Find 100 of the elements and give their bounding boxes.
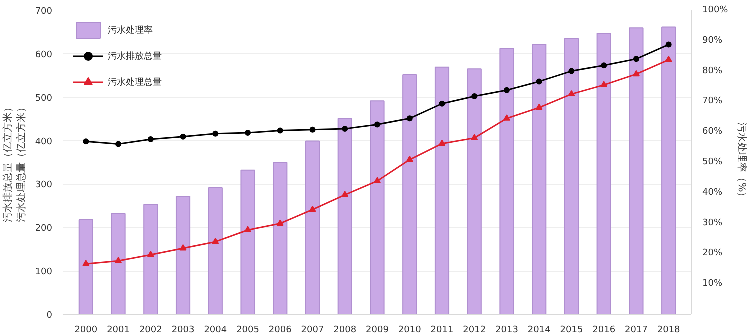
bar — [434, 66, 450, 314]
bar — [338, 118, 352, 314]
bar — [662, 26, 676, 314]
point — [666, 42, 672, 48]
point — [147, 251, 154, 258]
point — [504, 87, 510, 94]
y-tick-label: 500 — [35, 94, 53, 104]
y-tick-label: 100 — [35, 268, 53, 278]
legend-label: 污水处理率 — [108, 24, 153, 36]
bar — [305, 140, 320, 314]
point — [148, 136, 154, 142]
x-tick-label: 2010 — [398, 326, 422, 335]
bar — [208, 188, 223, 314]
point — [244, 226, 252, 232]
y-tick-label: 200 — [35, 224, 53, 234]
legend-label: 污水排放总量 — [108, 50, 162, 62]
point — [277, 128, 284, 134]
point — [503, 114, 510, 121]
bar — [78, 219, 94, 314]
point — [438, 140, 446, 146]
bar — [564, 38, 580, 314]
point — [406, 156, 414, 162]
y2-axis-title: 污水处理率（%） — [736, 122, 748, 202]
x-tick-label: 2009 — [366, 326, 390, 335]
point — [82, 260, 90, 266]
x-tick-label: 2000 — [74, 326, 98, 335]
point — [309, 206, 316, 212]
x-tick-label: 2004 — [204, 326, 228, 335]
point — [245, 130, 252, 136]
point — [310, 126, 316, 133]
x-tick-label: 2008 — [334, 326, 357, 335]
x-tick-label: 2013 — [496, 326, 518, 335]
legend-label: 污水处理总量 — [108, 76, 162, 88]
x-tick-label: 2014 — [528, 326, 552, 335]
x-tick-label: 2015 — [560, 326, 584, 335]
y-tick-label: 700 — [35, 7, 53, 17]
x-tick-label: 2005 — [236, 326, 260, 335]
point — [536, 78, 542, 85]
bar — [370, 100, 385, 314]
point — [439, 100, 446, 107]
y2-tick-label: 100% — [702, 6, 729, 16]
bar — [596, 33, 612, 314]
point — [471, 134, 478, 140]
y2-tick-label: 40% — [702, 188, 723, 198]
point — [601, 62, 608, 69]
y-tick-label: 0 — [46, 311, 53, 321]
y2-tick-label: 80% — [702, 66, 723, 76]
text: 污水排放总量（亿立方米） — [3, 102, 14, 222]
point — [212, 130, 219, 137]
y2-tick-label: 90% — [702, 36, 723, 46]
x-tick-label: 2002 — [139, 326, 162, 335]
y-tick-label: 600 — [35, 50, 53, 60]
point — [212, 238, 220, 244]
point — [633, 56, 640, 62]
bar — [402, 74, 418, 314]
point — [600, 81, 608, 88]
point — [180, 244, 187, 251]
bar — [532, 44, 547, 314]
y2-tick-label: 60% — [702, 127, 723, 138]
point — [342, 191, 349, 198]
y2-tick-label: 30% — [702, 218, 723, 228]
x-tick-label: 2003 — [172, 326, 195, 335]
point — [374, 177, 381, 184]
point — [276, 220, 284, 226]
y-tick-label: 400 — [35, 137, 53, 148]
x-tick-label: 2012 — [463, 326, 486, 335]
point — [342, 126, 348, 132]
y2-tick-label: 10% — [702, 279, 723, 290]
bar — [144, 204, 158, 314]
bar — [467, 68, 482, 314]
x-tick-label: 2018 — [657, 326, 681, 335]
x-tick-label: 2011 — [430, 326, 454, 335]
y2-tick-label: 50% — [702, 158, 723, 168]
point — [115, 257, 122, 264]
point — [83, 138, 90, 145]
point — [180, 134, 186, 140]
text: 污水处理总量（亿立方米） — [16, 102, 28, 222]
bar — [500, 48, 514, 314]
bar — [176, 196, 191, 314]
point — [472, 93, 478, 100]
x-tick-label: 2006 — [268, 326, 292, 335]
y2-tick-label: 20% — [702, 248, 723, 259]
point — [116, 141, 122, 148]
x-tick-label: 2017 — [625, 326, 648, 335]
y2-tick-label: 70% — [702, 96, 723, 107]
x-tick-label: 2007 — [301, 326, 324, 335]
y-tick-label: 300 — [35, 180, 53, 191]
x-tick-label: 2016 — [592, 326, 616, 335]
x-tick-label: 2001 — [107, 326, 130, 335]
bar — [629, 28, 644, 314]
bar — [273, 162, 288, 314]
point — [536, 104, 543, 110]
point — [665, 56, 672, 62]
point — [374, 122, 380, 128]
point — [568, 68, 575, 74]
point — [568, 90, 576, 97]
bar — [111, 213, 126, 314]
bar — [240, 170, 256, 314]
point — [632, 70, 640, 77]
point — [406, 116, 413, 122]
